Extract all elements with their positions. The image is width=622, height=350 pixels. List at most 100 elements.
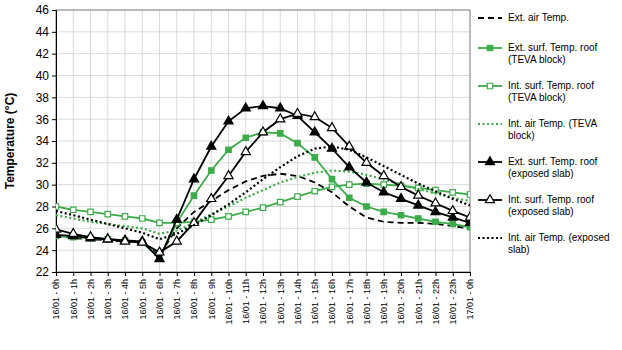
marker — [433, 219, 438, 224]
tick-mark — [367, 272, 368, 276]
grid-line — [383, 10, 384, 272]
tick-label: 34 — [36, 134, 50, 148]
legend-entry: Int. air Temp. (TEVA block) — [478, 118, 599, 141]
marker — [431, 207, 440, 215]
marker — [345, 162, 354, 170]
grid-line — [280, 10, 281, 272]
tick-mark — [315, 272, 316, 276]
marker — [448, 206, 457, 214]
legend-label: Ext. surf. Temp. roof (exposed slab) — [508, 156, 600, 179]
tick-mark — [52, 32, 56, 33]
tick-mark — [246, 272, 247, 276]
marker — [56, 204, 59, 209]
tick-mark — [56, 272, 57, 276]
tick: 16/01 - 15h — [310, 272, 320, 325]
legend-entry: Ext. surf. Temp. roof (TEVA block) — [478, 42, 600, 64]
tick-mark — [229, 272, 230, 276]
tick-mark — [52, 185, 56, 186]
tick-label: 32 — [36, 156, 50, 170]
series-line — [56, 106, 470, 259]
legend-marker — [487, 45, 492, 50]
tick-mark — [108, 272, 109, 276]
tick-label: 16/01 - 3h — [103, 279, 113, 320]
y-axis: 22242628303234363840424446 — [36, 3, 57, 279]
axis-line — [57, 273, 471, 277]
marker — [157, 220, 162, 225]
tick: 16/01 - 6h — [155, 272, 165, 320]
tick-mark — [177, 272, 178, 276]
marker — [105, 211, 110, 216]
tick-label: 28 — [36, 200, 50, 214]
legend-label: Int. air Temp. (exposed slab) — [508, 232, 612, 255]
marker — [207, 194, 216, 202]
marker — [345, 141, 354, 149]
legend-entry: Int. air Temp. (exposed slab) — [478, 232, 612, 255]
tick-mark — [470, 272, 471, 276]
plot-area — [56, 101, 470, 262]
marker — [138, 237, 147, 245]
tick: 16/01 - 22h — [431, 272, 441, 325]
tick: 46 — [36, 3, 56, 17]
tick: 38 — [36, 91, 56, 105]
tick-mark — [125, 272, 126, 276]
series-line — [56, 174, 470, 256]
series-line — [56, 146, 470, 239]
grid — [56, 10, 470, 272]
tick: 17/01 - 0h — [465, 272, 475, 320]
tick: 40 — [36, 69, 56, 83]
tick: 16/01 - 17h — [345, 272, 355, 325]
marker — [295, 140, 300, 145]
legend-label: Int. surf. Temp. roof (exposed slab) — [508, 194, 597, 217]
tick: 16/01 - 13h — [276, 272, 286, 325]
tick: 16/01 - 9h — [207, 272, 217, 320]
legend-swatch — [478, 123, 502, 125]
tick-mark — [298, 272, 299, 276]
tick: 16/01 - 12h — [258, 272, 268, 325]
x-axis: 16/01 - 0h16/01 - 1h16/01 - 2h16/01 - 3h… — [51, 272, 475, 325]
tick-label: 26 — [36, 222, 50, 236]
marker — [310, 127, 319, 135]
tick-label: 22 — [36, 265, 50, 279]
legend-swatch — [478, 17, 502, 19]
marker — [293, 108, 302, 116]
tick: 32 — [36, 156, 56, 170]
tick: 16/01 - 7h — [172, 272, 182, 320]
marker — [258, 127, 267, 135]
tick-label: 16/01 - 1h — [69, 279, 79, 320]
legend-entry: Ext. air Temp. — [478, 12, 569, 23]
marker — [396, 182, 405, 190]
marker — [310, 112, 319, 120]
tick-mark — [211, 272, 212, 276]
marker — [347, 182, 352, 187]
marker — [241, 103, 250, 111]
tick-label: 16/01 - 7h — [172, 279, 182, 320]
tick-mark — [349, 272, 350, 276]
tick-label: 16/01 - 10h — [224, 279, 234, 325]
tick-label: 16/01 - 0h — [51, 279, 61, 320]
tick: 16/01 - 4h — [120, 272, 130, 320]
marker — [172, 236, 181, 244]
marker — [88, 209, 93, 214]
marker — [209, 168, 214, 173]
marker — [209, 217, 214, 222]
tick-label: 16/01 - 17h — [345, 279, 355, 325]
tick: 16/01 - 20h — [396, 272, 406, 325]
marker — [172, 214, 181, 222]
tick: 16/01 - 1h — [69, 272, 79, 320]
tick: 28 — [36, 200, 56, 214]
tick: 16/01 - 0h — [51, 272, 61, 320]
tick-mark — [52, 228, 56, 229]
tick-label: 16/01 - 6h — [155, 279, 165, 320]
tick: 34 — [36, 134, 56, 148]
tick-label: 16/01 - 4h — [120, 279, 130, 320]
tick-label: 16/01 - 5h — [138, 279, 148, 320]
marker — [362, 158, 371, 166]
marker — [243, 209, 248, 214]
marker — [327, 123, 336, 131]
marker — [398, 212, 403, 217]
legend-swatch — [478, 237, 502, 239]
tick-mark — [401, 272, 402, 276]
tick: 16/01 - 8h — [189, 272, 199, 320]
tick: 16/01 - 10h — [224, 272, 234, 325]
tick-label: 16/01 - 19h — [379, 279, 389, 325]
